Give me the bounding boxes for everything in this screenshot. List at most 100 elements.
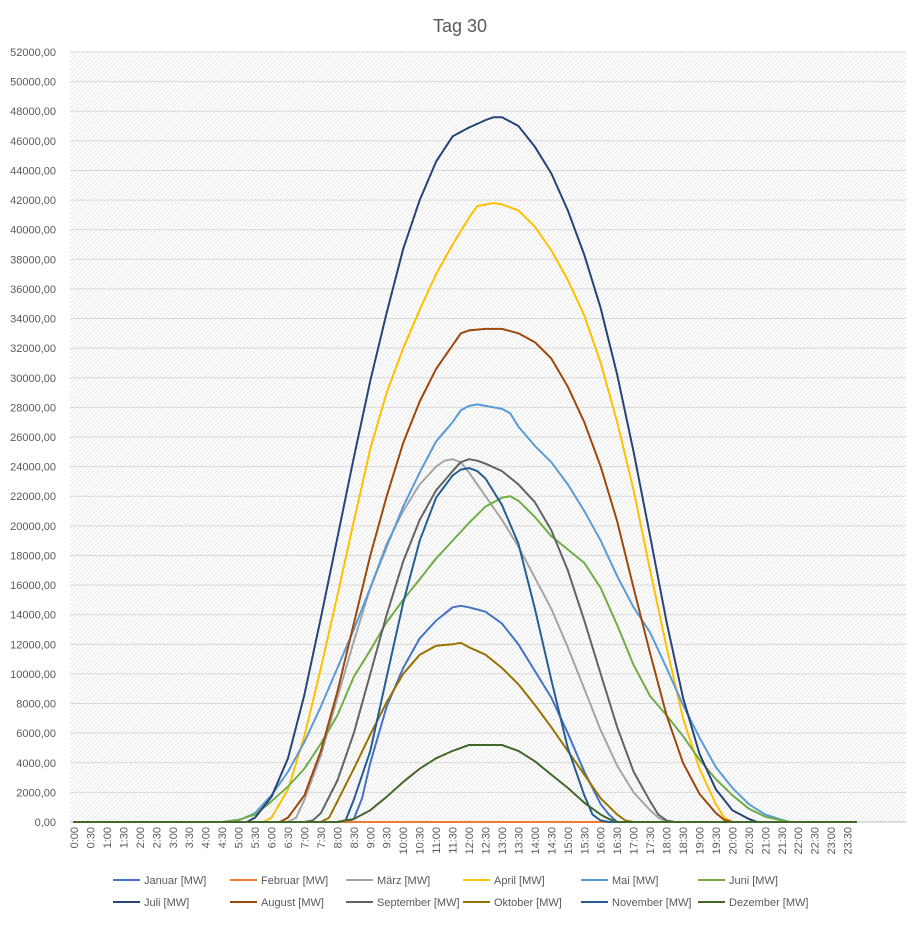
x-tick-label: 1:00: [102, 827, 114, 848]
x-tick-label: 2:30: [151, 827, 163, 848]
x-tick-label: 20:00: [727, 827, 739, 855]
legend-label: Juli [MW]: [144, 897, 189, 909]
y-tick-label: 48000,00: [10, 106, 56, 118]
series-line: [73, 641, 857, 823]
x-tick-label: 10:30: [415, 827, 427, 855]
y-tick-label: 52000,00: [10, 47, 56, 59]
x-axis-labels: 0:00 0:30 1:00 1:30 2:00 2:30 3:00 3:30 4:00 4:30…: [69, 827, 855, 855]
x-tick-label: 9:30: [382, 827, 394, 848]
legend-label: Oktober [MW]: [494, 897, 562, 909]
series-lines: [73, 116, 857, 823]
legend-label: Januar [MW]: [144, 875, 206, 887]
y-tick-label: 34000,00: [10, 314, 56, 326]
x-tick-label: 16:30: [612, 827, 624, 855]
x-tick-label: 3:30: [184, 827, 196, 848]
y-tick-label: 32000,00: [10, 343, 56, 355]
y-tick-label: 18000,00: [10, 550, 56, 562]
x-tick-label: 5:00: [234, 827, 246, 848]
legend-label: Mai [MW]: [612, 875, 658, 887]
legend-label: November [MW]: [612, 897, 691, 909]
legend-label: Juni [MW]: [729, 875, 778, 887]
legend-label: April [MW]: [494, 875, 545, 887]
x-tick-label: 13:30: [513, 827, 525, 855]
x-tick-label: 18:00: [662, 827, 674, 855]
x-tick-label: 16:00: [596, 827, 608, 855]
x-tick-label: 4:00: [201, 827, 213, 848]
x-tick-label: 17:00: [629, 827, 641, 855]
y-tick-label: 26000,00: [10, 432, 56, 444]
x-tick-label: 14:30: [546, 827, 558, 855]
x-tick-label: 19:30: [711, 827, 723, 855]
series-line: [73, 403, 857, 823]
x-tick-label: 3:00: [168, 827, 180, 848]
x-tick-label: 11:30: [448, 827, 460, 854]
x-tick-label: 4:30: [217, 827, 229, 848]
series-line: [73, 458, 857, 823]
legend-label: Februar [MW]: [261, 875, 328, 887]
x-tick-label: 8:00: [332, 827, 344, 848]
x-tick-label: 7:30: [316, 827, 328, 848]
y-tick-label: 6000,00: [16, 728, 56, 740]
x-tick-label: 0:30: [85, 827, 97, 848]
x-tick-label: 9:00: [365, 827, 377, 848]
y-tick-label: 44000,00: [10, 165, 56, 177]
x-tick-label: 15:00: [563, 827, 575, 855]
y-tick-label: 0,00: [35, 817, 56, 829]
y-tick-label: 10000,00: [10, 669, 56, 681]
series-line: [73, 744, 857, 823]
x-tick-label: 23:30: [843, 827, 855, 855]
legend-label: Dezember [MW]: [729, 897, 808, 909]
x-tick-label: 22:30: [810, 827, 822, 855]
x-tick-label: 1:30: [118, 827, 130, 848]
y-tick-label: 36000,00: [10, 284, 56, 296]
x-tick-label: 2:00: [135, 827, 147, 848]
series-line: [73, 495, 857, 823]
y-tick-label: 30000,00: [10, 373, 56, 385]
y-tick-label: 24000,00: [10, 462, 56, 474]
x-tick-label: 19:00: [694, 827, 706, 855]
x-tick-label: 8:30: [349, 827, 361, 848]
y-tick-label: 42000,00: [10, 195, 56, 207]
y-tick-label: 14000,00: [10, 610, 56, 622]
y-tick-label: 50000,00: [10, 77, 56, 89]
y-axis-labels: 0,00 2000,00 4000,00 6000,00 8000,00 10000,00…: [10, 47, 56, 829]
series-line: [73, 458, 857, 823]
y-tick-label: 46000,00: [10, 136, 56, 148]
x-tick-label: 10:00: [398, 827, 410, 855]
x-tick-label: 15:30: [579, 827, 591, 855]
x-tick-label: 12:30: [481, 827, 493, 855]
x-tick-label: 17:30: [645, 827, 657, 855]
x-tick-label: 12:00: [464, 827, 476, 855]
series-line: [73, 202, 857, 823]
x-tick-label: 6:30: [283, 827, 295, 848]
x-tick-label: 14:00: [530, 827, 542, 855]
x-tick-label: 23:00: [826, 827, 838, 855]
y-tick-label: 12000,00: [10, 639, 56, 651]
y-tick-label: 2000,00: [16, 787, 56, 799]
grid-lines: [70, 51, 906, 823]
y-tick-label: 22000,00: [10, 491, 56, 503]
x-tick-label: 13:00: [497, 827, 509, 855]
x-tick-label: 21:30: [777, 827, 789, 855]
legend-label: August [MW]: [261, 897, 324, 909]
legend-label: März [MW]: [377, 875, 430, 887]
y-tick-label: 8000,00: [16, 699, 56, 711]
x-tick-label: 20:30: [744, 827, 756, 855]
y-tick-label: 16000,00: [10, 580, 56, 592]
series-line: [73, 327, 857, 823]
x-tick-label: 6:00: [267, 827, 279, 848]
chart-title: Tag 30: [433, 16, 487, 36]
x-tick-label: 18:30: [678, 827, 690, 855]
y-tick-label: 28000,00: [10, 402, 56, 414]
series-line: [73, 116, 857, 823]
y-tick-label: 4000,00: [16, 758, 56, 770]
y-tick-label: 40000,00: [10, 225, 56, 237]
x-tick-label: 11:00: [431, 827, 443, 854]
x-tick-label: 22:00: [793, 827, 805, 855]
x-tick-label: 0:00: [69, 827, 81, 848]
x-tick-label: 5:30: [250, 827, 262, 848]
series-line: [73, 467, 857, 823]
legend: Januar [MW] Februar [MW] März [MW] April [M…: [113, 875, 808, 909]
